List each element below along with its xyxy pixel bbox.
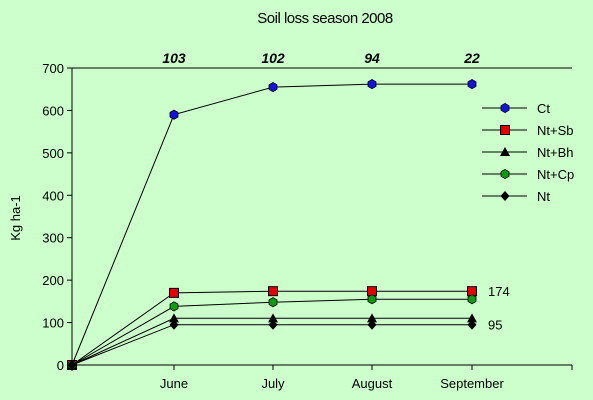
- legend-item-ct: Ct: [482, 101, 550, 116]
- data-point: [169, 319, 179, 330]
- series-line: [71, 298, 472, 366]
- data-point: [467, 319, 477, 330]
- legend-label: Nt: [537, 189, 550, 204]
- end-label: 174: [488, 284, 510, 299]
- end-annotations: 174 95: [488, 284, 510, 333]
- data-point: [367, 319, 377, 330]
- x-tick-label: September: [440, 376, 504, 391]
- x-tick-label: August: [352, 376, 393, 391]
- legend-label: Nt+Sb: [537, 123, 574, 138]
- data-point: [467, 313, 477, 323]
- top-label: 102: [261, 50, 285, 66]
- data-point: [169, 313, 179, 323]
- y-tick-label: 300: [42, 231, 64, 246]
- y-tick-label: 400: [42, 188, 64, 203]
- top-annotations: 103 102 94 22: [162, 50, 480, 66]
- top-label: 94: [364, 50, 380, 66]
- legend-item-nt-cp: Nt+Cp: [482, 167, 574, 182]
- data-point: [467, 294, 477, 305]
- legend-marker: [500, 168, 510, 180]
- data-point: [169, 109, 179, 120]
- x-tick-label: June: [160, 376, 188, 391]
- data-point: [67, 360, 77, 370]
- data-point: [367, 294, 377, 305]
- y-tick-label: 700: [42, 61, 64, 76]
- data-point: [268, 313, 278, 323]
- legend-marker: [500, 191, 510, 201]
- legend-label: Ct: [537, 101, 550, 116]
- data-point: [169, 287, 179, 298]
- data-point: [268, 286, 278, 297]
- y-tick-label: 500: [42, 146, 64, 161]
- series-ct: [67, 79, 477, 371]
- legend-marker: [500, 147, 510, 156]
- series-nt-cp: [67, 294, 477, 371]
- legend-item-nt-bh: Nt+Bh: [482, 145, 574, 160]
- y-axis-label: Kg ha-1: [8, 195, 23, 241]
- legend-marker: [500, 125, 510, 135]
- legend-label: Nt+Cp: [537, 167, 574, 182]
- series-nt: [67, 319, 477, 370]
- legend-label: Nt+Bh: [537, 145, 574, 160]
- data-point: [169, 301, 179, 312]
- top-label: 22: [463, 50, 480, 66]
- y-tick-label: 200: [42, 273, 64, 288]
- data-point: [268, 319, 278, 330]
- tick-labels: 0 100 200 300 400 500 600 700 June July August Sept…: [42, 61, 504, 391]
- legend-marker: [500, 102, 510, 114]
- data-point: [467, 79, 477, 90]
- data-point: [367, 79, 377, 90]
- legend: Ct Nt+Sb Nt+Bh Nt+Cp Nt: [482, 101, 574, 204]
- top-label: 103: [162, 50, 186, 66]
- series-layer: [67, 79, 477, 371]
- y-tick-label: 600: [42, 103, 64, 118]
- x-tick-label: July: [261, 376, 285, 391]
- chart-title: Soil loss season 2008: [257, 10, 393, 27]
- data-point: [268, 82, 278, 93]
- legend-item-nt: Nt: [482, 189, 550, 204]
- y-tick-label: 100: [42, 316, 64, 331]
- data-point: [268, 297, 278, 308]
- y-tick-label: 0: [57, 358, 64, 373]
- data-point: [367, 313, 377, 323]
- end-label: 95: [488, 318, 502, 333]
- legend-item-nt-sb: Nt+Sb: [482, 123, 574, 138]
